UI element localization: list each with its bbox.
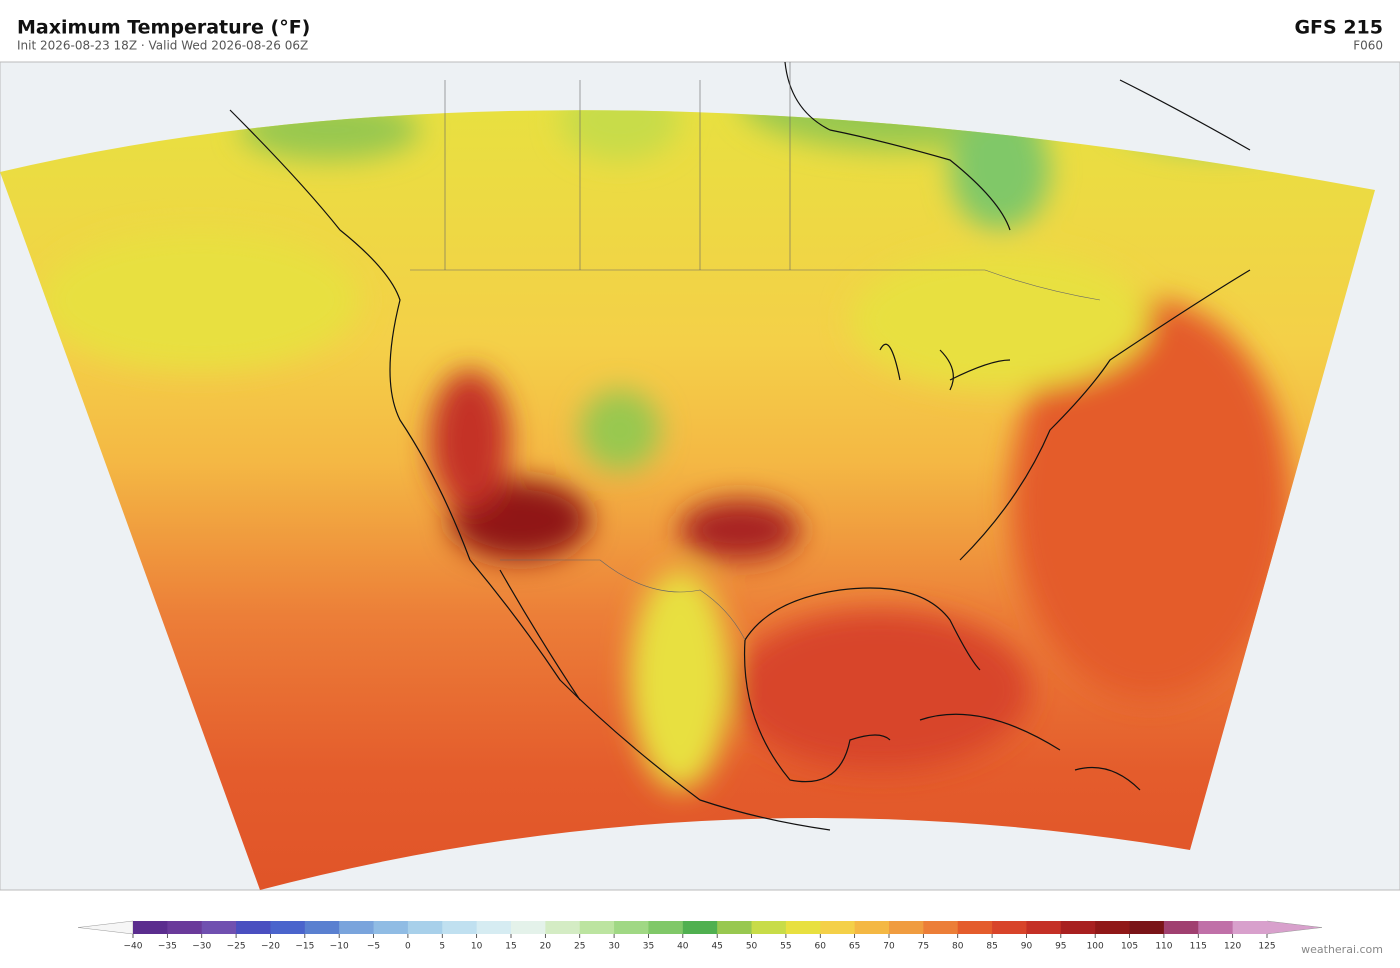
colorbar-bin xyxy=(304,921,340,934)
colorbar-bin xyxy=(1129,921,1165,934)
colorbar-bin xyxy=(511,921,546,934)
colorbar-tick-label: −30 xyxy=(192,942,211,952)
colorbar-tick-label: 110 xyxy=(1155,942,1172,952)
colorbar-tick-label: −5 xyxy=(367,942,380,952)
colorbar-tick-label: 90 xyxy=(1021,942,1033,952)
colorbar-tick-label: −15 xyxy=(295,942,314,952)
colorbar-tick-label: −20 xyxy=(261,942,280,952)
map xyxy=(0,61,1400,891)
title: Maximum Temperature (°F) xyxy=(17,17,310,39)
colorbar-tick-label: 100 xyxy=(1087,942,1104,952)
colorbar-tick-label: 25 xyxy=(574,942,585,952)
colorbar-tick-label: 10 xyxy=(471,942,483,952)
colorbar-bin xyxy=(1060,921,1096,934)
temperature-patterns xyxy=(40,110,1330,790)
colorbar-tick-label: 115 xyxy=(1190,942,1207,952)
colorbar-bin xyxy=(545,921,581,934)
colorbar-bin xyxy=(476,921,512,934)
borders xyxy=(410,62,1101,641)
colorbar-tick-label: 85 xyxy=(986,942,997,952)
colorbar-over xyxy=(1266,920,1323,935)
colorbar-under xyxy=(77,920,134,935)
colorbar-bin xyxy=(648,921,684,934)
model-name: GFS 215 xyxy=(1294,17,1383,39)
colorbar-bin xyxy=(682,921,718,934)
colorbar-bin xyxy=(201,921,237,934)
colorbar-tick-label: −40 xyxy=(124,942,143,952)
colorbar-tick-label: 65 xyxy=(849,942,860,952)
colorbar-bin xyxy=(442,921,478,934)
colorbar-bin xyxy=(133,921,168,934)
colorbar-tick-label: 125 xyxy=(1258,942,1275,952)
subtitle: Init 2026-08-23 18Z · Valid Wed 2026-08-… xyxy=(17,39,308,53)
colorbar-bin xyxy=(923,921,959,934)
colorbar-tick-label: 120 xyxy=(1224,942,1241,952)
colorbar-tick-label: 0 xyxy=(405,942,411,952)
colorbar-tick-label: 40 xyxy=(677,942,689,952)
colorbar-tick-label: 50 xyxy=(746,942,758,952)
colorbar-bin xyxy=(785,921,821,934)
colorbar-tick-label: −35 xyxy=(158,942,177,952)
colorbar-tick-label: 30 xyxy=(608,942,620,952)
credit: weatherai.com xyxy=(1301,943,1383,956)
colorbar-bin xyxy=(1163,921,1199,934)
coastlines xyxy=(229,61,1251,831)
colorbar-bin xyxy=(373,921,409,934)
colorbar-bin xyxy=(1232,921,1268,934)
colorbar-tick-label: 15 xyxy=(505,942,516,952)
colorbar-tick-label: 80 xyxy=(952,942,964,952)
colorbar-tick-label: 45 xyxy=(711,942,722,952)
colorbar-tick-label: −25 xyxy=(227,942,246,952)
colorbar-bin xyxy=(1026,921,1062,934)
colorbar-bin xyxy=(407,921,443,934)
colorbar-bin xyxy=(820,921,856,934)
colorbar-tick-label: 75 xyxy=(918,942,929,952)
colorbar: −40 −35 −30 −25 −20 −15 −10 −5 0 5 10 15 20 25 30 35 40 4… xyxy=(77,920,1323,952)
header: Maximum Temperature (°F) Init 2026-08-23… xyxy=(17,17,1383,53)
colorbar-tick-label: 20 xyxy=(540,942,552,952)
colorbar-bin xyxy=(167,921,203,934)
colorbar-bin xyxy=(270,921,306,934)
colorbar-bin xyxy=(889,921,924,934)
colorbar-bin xyxy=(992,921,1027,934)
colorbar-tick-label: −10 xyxy=(330,942,349,952)
colorbar-bin xyxy=(854,921,890,934)
colorbar-bin xyxy=(614,921,649,934)
colorbar-bin xyxy=(751,921,787,934)
colorbar-bin xyxy=(236,921,271,934)
colorbar-bin xyxy=(717,921,753,934)
forecast-hour: F060 xyxy=(1353,39,1383,53)
colorbar-bin xyxy=(1095,921,1131,934)
colorbar-tick-label: 60 xyxy=(815,942,827,952)
colorbar-tick-label: 70 xyxy=(883,942,895,952)
colorbar-bin xyxy=(579,921,615,934)
colorbar-tick-label: 105 xyxy=(1121,942,1138,952)
colorbar-tick-label: 55 xyxy=(780,942,791,952)
colorbar-bin xyxy=(1198,921,1234,934)
colorbar-tick-label: 95 xyxy=(1055,942,1066,952)
colorbar-bin xyxy=(339,921,375,934)
colorbar-tick-label: 5 xyxy=(439,942,445,952)
colorbar-bin xyxy=(957,921,993,934)
colorbar-tick-label: 35 xyxy=(643,942,654,952)
